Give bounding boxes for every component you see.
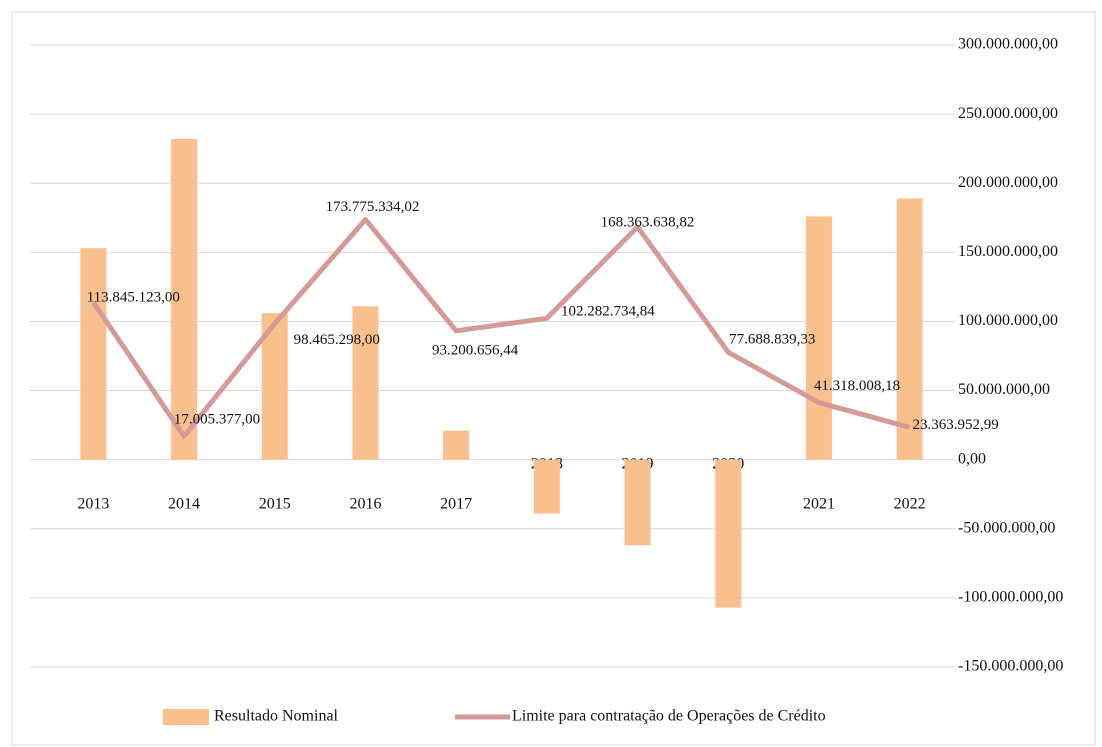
bar [624, 459, 651, 546]
data-label: 98.465.298,00 [294, 332, 380, 348]
y2-tick-label: 100.000.000,00 [958, 312, 1058, 329]
y2-tick-label: 200.000.000,00 [958, 174, 1058, 191]
data-label: 23.363.952,99 [913, 417, 999, 433]
y2-tick-label: -100.000.000,00 [958, 589, 1063, 606]
bar [805, 216, 832, 460]
x-tick-label: 2015 [259, 495, 291, 512]
bar [80, 248, 107, 460]
data-label: 93.200.656,44 [432, 342, 519, 358]
y2-tick-label: 250.000.000,00 [958, 105, 1058, 122]
legend-label: Limite para contratação de Operações de … [512, 708, 826, 725]
data-label: 102.282.734,84 [561, 304, 655, 320]
legend-swatch [163, 709, 209, 725]
y2-tick-label: 300.000.000,00 [958, 36, 1058, 53]
line [91, 216, 911, 439]
data-label: 113.845.123,00 [87, 290, 180, 306]
x-tick-label: 2013 [77, 495, 109, 512]
x-tick-label: 2014 [168, 495, 200, 512]
bar [352, 306, 379, 460]
bar [171, 138, 198, 460]
data-label: 17.005.377,00 [174, 412, 260, 428]
bar [533, 459, 560, 514]
y2-tick-label: 50.000.000,00 [958, 381, 1050, 398]
x-tick-label: 2016 [349, 495, 381, 512]
data-label: 173.775.334,02 [326, 199, 420, 215]
data-label: 41.318.008,18 [814, 378, 900, 394]
x-tick-label: 2017 [440, 495, 472, 512]
y2-tick-label: -150.000.000,00 [958, 658, 1063, 675]
legend-label: Resultado Nominal [214, 708, 339, 725]
bar [896, 198, 923, 460]
y2-tick-label: 150.000.000,00 [958, 243, 1058, 260]
bar [715, 459, 742, 608]
x-tick-label: 2021 [803, 495, 835, 512]
y2-tick-label: -50.000.000,00 [958, 519, 1055, 536]
data-label: 77.688.839,33 [729, 332, 815, 348]
y2-tick-label: 0,00 [958, 450, 986, 467]
bar [443, 430, 470, 460]
data-label: 168.363.638,82 [601, 214, 695, 230]
x-tick-label: 2022 [894, 495, 926, 512]
